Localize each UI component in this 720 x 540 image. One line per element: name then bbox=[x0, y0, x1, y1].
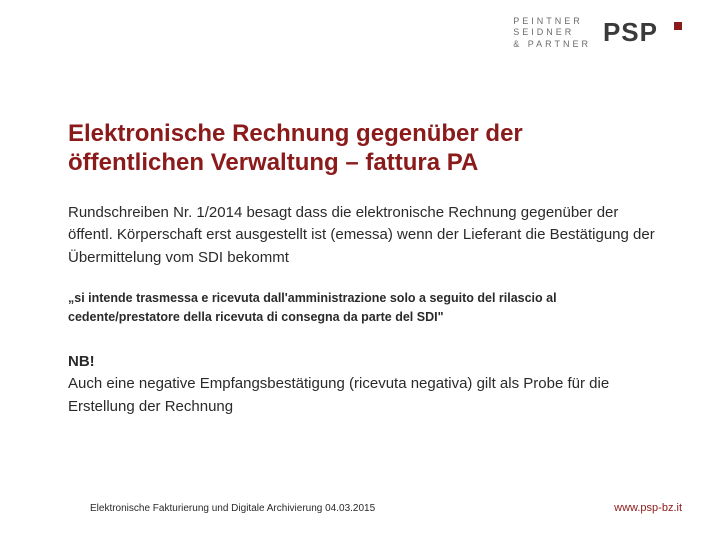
logo-line3: & PARTNER bbox=[513, 39, 591, 50]
note-block: NB! Auch eine negative Empfangsbestätigu… bbox=[68, 351, 660, 419]
note-nb-label: NB! bbox=[68, 351, 660, 374]
quote-italian: „si intende trasmessa e ricevuta dall'am… bbox=[68, 289, 660, 327]
logo-line1: PEINTNER bbox=[513, 16, 591, 27]
paragraph-main: Rundschreiben Nr. 1/2014 besagt dass die… bbox=[68, 202, 660, 270]
footer-left: Elektronische Fakturierung und Digitale … bbox=[90, 503, 375, 514]
footer-url: www.psp-bz.it bbox=[614, 502, 682, 514]
logo-area: PEINTNER SEIDNER & PARTNER PSP bbox=[513, 16, 682, 50]
logo-company-text: PEINTNER SEIDNER & PARTNER bbox=[513, 16, 591, 50]
logo-line2: SEIDNER bbox=[513, 27, 591, 38]
footer: Elektronische Fakturierung und Digitale … bbox=[90, 502, 682, 514]
slide-title: Elektronische Rechnung gegenüber der öff… bbox=[68, 120, 660, 178]
logo-psp: PSP bbox=[603, 17, 658, 48]
slide-content: Elektronische Rechnung gegenüber der öff… bbox=[68, 120, 660, 418]
note-body: Auch eine negative Empfangsbestätigung (… bbox=[68, 373, 660, 418]
logo-square-icon bbox=[674, 22, 682, 30]
